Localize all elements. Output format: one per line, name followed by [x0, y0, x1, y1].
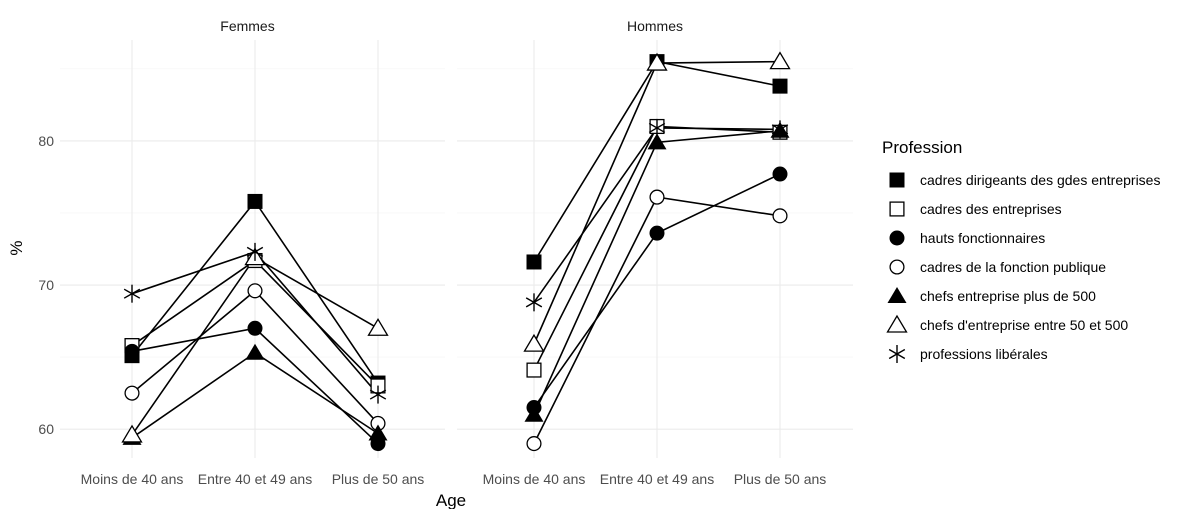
legend-item-chefs-d-entreprise-entre-50-et-500: chefs d'entreprise entre 50 et 500 — [886, 314, 1128, 333]
data-point-chefs-d-entreprise-entre-50-et-500 — [121, 424, 143, 443]
legend-key — [889, 201, 905, 217]
legend-item-cadres-de-la-fonction-publique: cadres de la fonction publique — [889, 259, 1106, 275]
data-point-cadres-de-la-fonction-publique — [772, 208, 788, 224]
legend-label: chefs entreprise plus de 500 — [920, 288, 1096, 304]
legend-item-professions-liberales: professions libérales — [888, 345, 1048, 363]
series-points — [523, 51, 791, 452]
legend-key — [889, 172, 905, 188]
x-tick-label: Entre 40 et 49 ans — [198, 471, 312, 487]
legend-title: Profession — [882, 138, 962, 157]
legend-key — [887, 287, 907, 303]
legend-item-hauts-fonctionnaires: hauts fonctionnaires — [889, 230, 1045, 246]
data-point-chefs-d-entreprise-entre-50-et-500 — [523, 333, 545, 352]
legend-label: professions libérales — [920, 346, 1048, 362]
data-point-professions-liberales — [525, 293, 543, 312]
y-tick-label: 60 — [38, 421, 54, 437]
data-point-cadres-de-la-fonction-publique — [526, 436, 542, 452]
x-tick-label: Plus de 50 ans — [734, 471, 827, 487]
y-tick-label: 80 — [38, 133, 54, 149]
legend-key — [888, 345, 906, 363]
data-point-hauts-fonctionnaires — [772, 166, 788, 182]
data-point-hauts-fonctionnaires — [124, 343, 140, 359]
panel-strip-label: Hommes — [627, 18, 683, 34]
legend-label: hauts fonctionnaires — [920, 230, 1045, 246]
chart-panels: Femmes Moins de 40 ans Entre 40 et 49 ans P… — [60, 18, 853, 487]
data-point-cadres-dirigeants-des-gdes-entreprises — [526, 254, 542, 270]
data-point-professions-liberales — [123, 284, 141, 303]
data-point-chefs-d-entreprise-entre-50-et-500 — [367, 318, 389, 336]
data-point-hauts-fonctionnaires — [247, 320, 263, 336]
x-tick-label: Moins de 40 ans — [483, 471, 586, 487]
legend-item-chefs-entreprise-plus-de-500: chefs entreprise plus de 500 — [887, 287, 1096, 304]
data-point-cadres-dirigeants-des-gdes-entreprises — [772, 78, 788, 94]
data-point-chefs-entreprise-plus-de-500 — [368, 424, 388, 441]
legend-key — [889, 230, 905, 246]
data-point-cadres-de-la-fonction-publique — [649, 189, 665, 205]
y-axis: 60 70 80 — [38, 133, 54, 437]
legend-key — [886, 314, 908, 333]
y-tick-label: 70 — [38, 277, 54, 293]
x-tick-label: Plus de 50 ans — [332, 471, 425, 487]
data-point-hauts-fonctionnaires — [649, 225, 665, 241]
series-points — [121, 193, 389, 452]
x-axis-title: Age — [436, 491, 466, 509]
panel-strip-label: Femmes — [220, 18, 274, 34]
legend-key — [889, 259, 905, 275]
data-point-chefs-entreprise-plus-de-500 — [524, 405, 544, 422]
data-point-cadres-des-entreprises — [526, 362, 542, 378]
legend-label: cadres dirigeants des gdes entreprises — [920, 172, 1160, 188]
panel-femmes: Femmes Moins de 40 ans Entre 40 et 49 ans P… — [60, 18, 445, 487]
panel-hommes: Hommes Moins de 40 ans Entre 40 et 49 ans P… — [457, 18, 853, 487]
data-point-professions-liberales — [246, 242, 264, 261]
legend-item-cadres-des-entreprises: cadres des entreprises — [889, 201, 1062, 217]
data-point-chefs-d-entreprise-entre-50-et-500 — [769, 51, 791, 70]
x-tick-label: Entre 40 et 49 ans — [600, 471, 714, 487]
legend-label: cadres des entreprises — [920, 201, 1062, 217]
data-point-chefs-entreprise-plus-de-500 — [647, 133, 667, 150]
legend-label: chefs d'entreprise entre 50 et 500 — [920, 317, 1128, 333]
data-point-chefs-entreprise-plus-de-500 — [245, 343, 265, 360]
data-point-cadres-dirigeants-des-gdes-entreprises — [247, 193, 263, 209]
x-tick-label: Moins de 40 ans — [81, 471, 184, 487]
legend-label: cadres de la fonction publique — [920, 259, 1106, 275]
legend-item-cadres-dirigeants-des-gdes-entreprises: cadres dirigeants des gdes entreprises — [889, 172, 1160, 188]
data-point-professions-liberales — [369, 385, 387, 404]
data-point-professions-liberales — [648, 118, 666, 137]
y-axis-title: % — [7, 240, 26, 255]
data-point-cadres-de-la-fonction-publique — [247, 283, 263, 299]
data-point-cadres-de-la-fonction-publique — [124, 385, 140, 401]
legend: Profession cadres dirigeants des gdes ent… — [882, 138, 1160, 363]
data-point-professions-liberales — [771, 120, 789, 139]
data-point-chefs-d-entreprise-entre-50-et-500 — [646, 52, 668, 71]
